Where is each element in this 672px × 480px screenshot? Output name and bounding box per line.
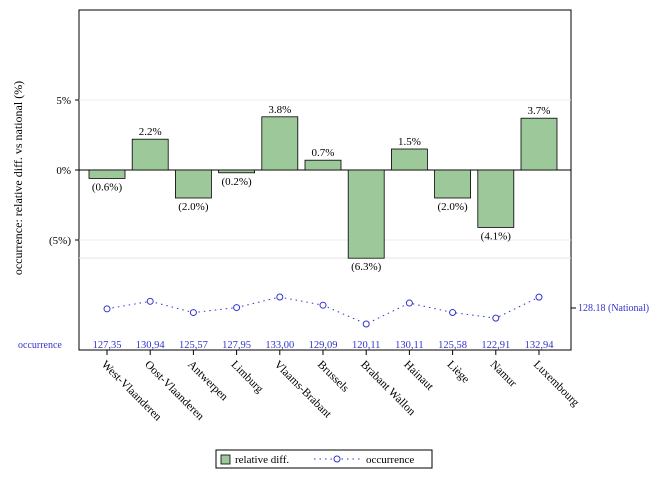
occurrence-point xyxy=(405,299,413,307)
occurrence-value-label: 127,35 xyxy=(93,340,122,351)
occurrence-value-labels: 127,35 130,94 125,57 127,95 133,00 129,09 120,… xyxy=(93,340,555,351)
bar-value-label: (0.6%) xyxy=(92,181,123,193)
occurrence-value-label: 120,11 xyxy=(352,340,381,351)
national-reference-label: 128.18 (National) xyxy=(578,303,649,314)
occurrence-point xyxy=(233,304,241,312)
legend-label-relative-diff: relative diff. xyxy=(235,454,289,466)
occurrence-point xyxy=(362,320,370,328)
bar-value-label: 2.2% xyxy=(139,126,162,138)
bar xyxy=(174,169,212,199)
occurrence-value-label: 122,91 xyxy=(481,340,510,351)
bar-value-label: 0.7% xyxy=(312,147,335,159)
y-tick-label: (5%) xyxy=(49,235,71,247)
legend-bar-swatch xyxy=(220,454,231,465)
bar-value-label: 1.5% xyxy=(398,136,421,148)
x-axis-ticks: West-VlaanderenOost-VlaanderenAntwerpenL… xyxy=(99,350,582,424)
occurrence-point xyxy=(103,305,111,313)
y-tick-label: 5% xyxy=(56,95,71,107)
occurrence-value-label: 125,57 xyxy=(179,340,208,351)
x-tick-label: Antwerpen xyxy=(185,359,230,404)
y-tick-label: 0% xyxy=(56,165,71,177)
occurrence-value-label: 130,94 xyxy=(136,340,166,351)
bar-value-label: (2.0%) xyxy=(437,201,468,213)
x-tick-label: Luxembourg xyxy=(531,359,582,410)
x-tick-label: Hainaut xyxy=(401,359,436,394)
occurrence-point xyxy=(276,293,284,301)
occurrence-point xyxy=(319,301,327,309)
occurrence-value-label: 129,09 xyxy=(309,340,338,351)
bar xyxy=(390,148,428,171)
bar-value-label: (2.0%) xyxy=(178,201,209,213)
x-tick-label: Brussels xyxy=(315,359,351,395)
y-axis-ticks: 5% 0% (5%) xyxy=(49,95,79,247)
x-tick-label: Liège xyxy=(444,359,471,386)
bar xyxy=(477,169,515,228)
occurrence-value-label: 132,94 xyxy=(525,340,555,351)
legend-label-occurrence: occurrence xyxy=(366,454,414,466)
legend-box xyxy=(215,449,433,469)
occurrence-value-label: 127,95 xyxy=(222,340,251,351)
bar-value-label: 3.8% xyxy=(268,104,291,116)
bar xyxy=(520,117,558,171)
bar-value-label: 3.7% xyxy=(528,105,551,117)
bar xyxy=(218,169,256,174)
bar xyxy=(131,138,169,171)
occurrence-point xyxy=(535,293,543,301)
y-axis-label: occurrence: relative diff. vs national (… xyxy=(11,81,25,275)
bar-value-label: (0.2%) xyxy=(221,176,252,188)
bar xyxy=(347,169,385,259)
occurrence-series xyxy=(103,293,543,328)
occurrence-point xyxy=(492,314,500,322)
x-tick-label: Namur xyxy=(488,359,519,390)
occurrence-point xyxy=(449,309,457,317)
bar-series xyxy=(88,116,558,259)
bar-value-label: (6.3%) xyxy=(351,261,382,273)
occurrence-row-label: occurrence xyxy=(18,340,62,351)
x-tick-label: Limburg xyxy=(228,359,265,396)
bar xyxy=(261,116,299,171)
legend-marker-swatch xyxy=(333,455,341,463)
occurrence-point xyxy=(189,309,197,317)
bar-value-label: (4.1%) xyxy=(481,230,512,242)
bar xyxy=(304,159,342,171)
bar xyxy=(434,169,472,199)
legend: relative diff. occurrence xyxy=(215,449,433,469)
occurrence-value-label: 125,58 xyxy=(438,340,467,351)
gridlines xyxy=(79,99,571,241)
bar-value-labels: (0.6%) 2.2% (2.0%) (0.2%) 3.8% 0.7% (6.3%) 1.5%… xyxy=(92,104,551,273)
occurrence-value-label: 130,11 xyxy=(395,340,424,351)
occurrence-value-label: 133,00 xyxy=(265,340,294,351)
bar xyxy=(88,169,126,179)
occurrence-point xyxy=(146,297,154,305)
